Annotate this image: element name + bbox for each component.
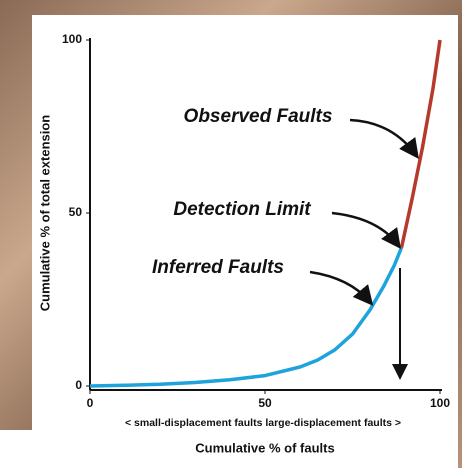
annotation-arrow	[349, 118, 419, 160]
y-tick-label: 50	[69, 205, 83, 219]
annotation-arrow	[309, 270, 374, 306]
line	[399, 39, 442, 248]
x-tick-label: 0	[87, 396, 94, 410]
x-axis-sublabel: < small-displacement faults large-displa…	[125, 417, 401, 429]
annotation: Inferred Faults	[152, 257, 284, 278]
annotation-arrow	[331, 211, 401, 250]
panel	[0, 430, 40, 468]
x-axis-label: Cumulative % of faults	[195, 440, 334, 455]
annotation: Observed Faults	[184, 106, 333, 127]
y-tick-label: 100	[62, 32, 82, 46]
y-tick-label: 0	[75, 378, 82, 392]
line	[89, 246, 404, 388]
annotation: Detection Limit	[173, 199, 311, 220]
x-tick-label: 50	[258, 396, 272, 410]
x-tick-label: 100	[430, 396, 450, 410]
y-axis-label: Cumulative % of total extension	[37, 115, 52, 312]
